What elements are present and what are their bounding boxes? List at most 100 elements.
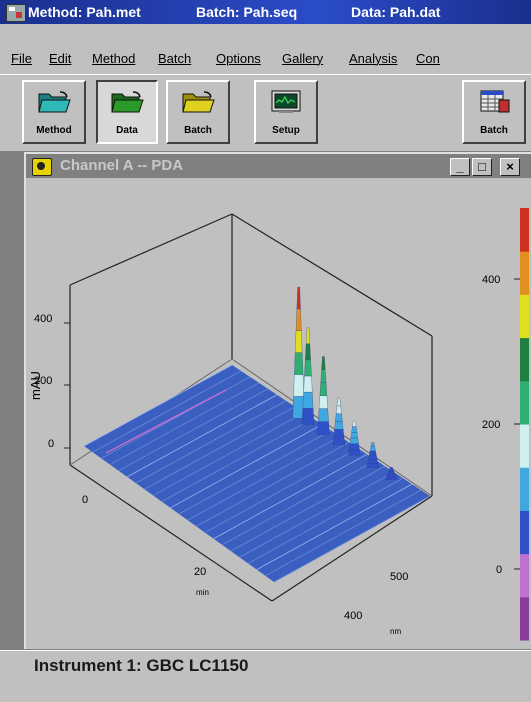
- mesh-line: [187, 436, 341, 521]
- baseline-streak: [105, 389, 227, 454]
- box-edge: [231, 213, 433, 337]
- box-edge: [271, 495, 433, 602]
- mesh-line: [178, 430, 332, 515]
- colorbar-band: [520, 424, 529, 468]
- setup-button[interactable]: Setup: [254, 80, 318, 144]
- x-axis-unit: min: [196, 588, 209, 597]
- mesh-line: [83, 364, 233, 447]
- box-edge: [69, 213, 233, 286]
- peak-segment: [385, 475, 397, 478]
- menu-bar: File Edit Method Batch Options Gallery A…: [0, 46, 531, 70]
- menu-gallery[interactable]: Gallery: [282, 51, 324, 66]
- peak-segment: [349, 437, 359, 444]
- maximize-button[interactable]: □: [472, 158, 492, 176]
- surface-plot[interactable]: 400 200 0 mAU 0 20 min 500 400 nm: [26, 178, 529, 647]
- peak-segment: [389, 467, 394, 470]
- menu-method[interactable]: Method: [92, 51, 136, 66]
- x-tick-label: 20: [194, 566, 206, 578]
- peak-segment: [385, 477, 398, 480]
- y-axis: 500 400 nm: [344, 571, 408, 636]
- peak-segment: [386, 473, 396, 476]
- y-tick-label: 500: [390, 571, 408, 583]
- channel-icon[interactable]: [32, 158, 52, 176]
- peak-segment: [332, 436, 346, 446]
- z-tick-label: 0: [48, 438, 54, 450]
- colorbar-band: [520, 596, 529, 641]
- mesh-line: [118, 388, 269, 472]
- data-button-label: Data: [116, 125, 138, 136]
- toolbar: Method Data Batch Se: [0, 74, 531, 152]
- menu-options[interactable]: Options: [216, 51, 261, 66]
- colorbar-band: [520, 337, 529, 382]
- surface-peaks: [292, 286, 398, 480]
- peak-segment: [366, 463, 379, 468]
- mesh-line: [256, 483, 413, 570]
- peak-segment: [370, 442, 375, 447]
- mesh-line: [239, 471, 395, 558]
- peak-segment: [367, 459, 379, 464]
- menu-edit[interactable]: Edit: [49, 51, 72, 66]
- minimize-button[interactable]: _: [450, 158, 470, 176]
- peak-segment: [301, 408, 315, 425]
- peak-segment: [295, 330, 303, 353]
- folder-open-icon: [182, 91, 215, 113]
- menu-con[interactable]: Con: [416, 51, 440, 66]
- colorbar-band: [520, 467, 529, 511]
- app-icon[interactable]: [6, 4, 26, 22]
- peak-segment: [348, 449, 361, 456]
- batch-button[interactable]: Batch: [166, 80, 230, 144]
- batch-table-button[interactable]: Batch: [462, 80, 526, 144]
- peak-segment: [388, 469, 395, 472]
- method-button-label: Method: [36, 125, 72, 136]
- peak-segment: [303, 375, 313, 393]
- data-button[interactable]: Data: [96, 80, 158, 144]
- z-tick-label: 400: [34, 313, 52, 325]
- mesh-line: [135, 400, 287, 484]
- folder-open-icon: [111, 91, 144, 113]
- mesh-line: [221, 459, 377, 546]
- surface-plot-svg: 400 200 0 mAU 0 20 min 500 400 nm: [28, 208, 529, 641]
- colorbar-band: [520, 553, 529, 598]
- channel-window-titlebar: Channel A -- PDA _ □ ×: [26, 154, 531, 178]
- colorbar-tick-label: 400: [482, 274, 500, 286]
- x-tick-label: 0: [82, 494, 88, 506]
- peak-segment: [305, 343, 311, 360]
- channel-window-title: Channel A -- PDA: [60, 157, 184, 174]
- folder-open-icon: [38, 91, 71, 113]
- mesh-line: [161, 418, 314, 502]
- box-edge: [69, 464, 273, 602]
- peak-segment: [350, 432, 358, 439]
- colorbar-band: [520, 294, 529, 339]
- colorbar-band: [520, 208, 529, 252]
- peak-segment: [302, 391, 314, 409]
- peak-segment: [369, 446, 376, 451]
- z-axis: 400 200 0 mAU: [28, 313, 70, 450]
- channel-window: Channel A -- PDA _ □ ×: [24, 152, 531, 649]
- title-method: Method: Pah.met: [28, 4, 141, 20]
- box-edge: [231, 358, 433, 497]
- close-button[interactable]: ×: [500, 158, 520, 176]
- menu-file[interactable]: File: [11, 51, 32, 66]
- mesh-line: [273, 495, 431, 583]
- mesh-line: [92, 370, 242, 453]
- surface-mesh: [83, 364, 431, 583]
- menu-batch[interactable]: Batch: [158, 51, 192, 66]
- mesh-line: [144, 406, 296, 490]
- peak-segment: [293, 374, 305, 397]
- peak-segment: [352, 420, 357, 427]
- mesh-line: [247, 477, 404, 564]
- peak-segment: [319, 382, 328, 396]
- peak-segment: [336, 397, 341, 407]
- mesh-line: [230, 465, 386, 552]
- colorbar-tick-label: 0: [496, 564, 502, 576]
- method-button[interactable]: Method: [22, 80, 86, 144]
- colorbar-band: [520, 251, 529, 295]
- batch-button-label: Batch: [184, 125, 212, 136]
- menu-analysis[interactable]: Analysis: [349, 51, 398, 66]
- mesh-line: [126, 394, 278, 478]
- z-tick-label: 200: [34, 375, 52, 387]
- batch-table-button-label: Batch: [480, 125, 508, 136]
- peak-segment: [351, 426, 358, 433]
- peak-segment: [317, 421, 330, 435]
- x-axis: 0 20 min: [82, 494, 209, 597]
